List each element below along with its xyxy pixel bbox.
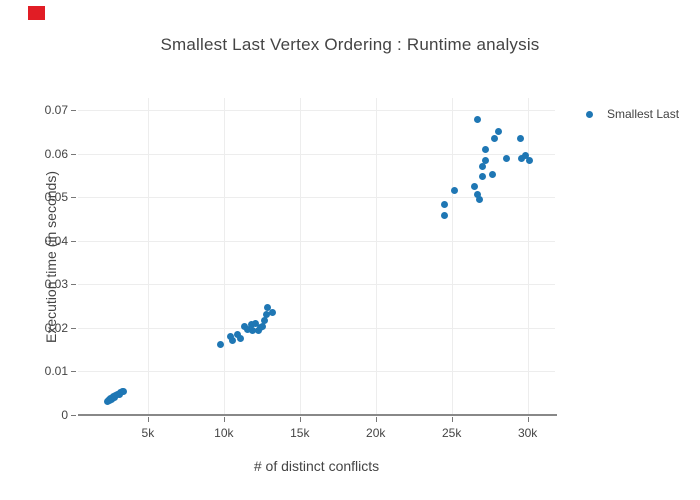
gridline-y <box>78 197 555 199</box>
y-tick <box>71 240 76 242</box>
y-tick <box>71 153 76 155</box>
x-tick-label: 5k <box>141 426 155 440</box>
y-tick-label: 0.06 <box>44 146 68 161</box>
y-tick-label: 0.07 <box>44 103 68 118</box>
x-tick-label: 25k <box>442 426 462 440</box>
gridline-x <box>375 98 377 415</box>
gridline-y <box>78 284 555 286</box>
data-point[interactable] <box>481 145 489 153</box>
legend-label: Smallest Last <box>607 107 680 121</box>
y-tick-label: 0.04 <box>44 233 68 248</box>
y-tick <box>71 371 76 373</box>
data-point[interactable] <box>502 154 510 162</box>
legend-item[interactable]: Smallest Last <box>586 106 679 122</box>
x-tick-label: 15k <box>290 426 310 440</box>
chart-title: Smallest Last Vertex Ordering : Runtime … <box>160 35 540 54</box>
data-point[interactable] <box>475 195 483 203</box>
data-point[interactable] <box>451 186 459 194</box>
gridline-x <box>451 98 453 415</box>
data-point[interactable] <box>249 327 257 335</box>
y-tick <box>71 327 76 329</box>
x-axis-line <box>78 414 557 416</box>
data-point[interactable] <box>495 127 503 135</box>
y-tick <box>71 415 76 416</box>
data-point[interactable] <box>521 151 529 159</box>
data-point[interactable] <box>490 134 498 142</box>
x-tick-label: 10k <box>214 426 234 440</box>
y-tick <box>71 110 76 112</box>
data-point[interactable] <box>247 321 255 329</box>
gridline-x <box>527 98 529 415</box>
data-point[interactable] <box>474 191 482 199</box>
y-tick-label: 0.01 <box>44 364 68 379</box>
data-point[interactable] <box>259 323 267 331</box>
y-tick <box>71 197 76 199</box>
data-point[interactable] <box>229 337 237 345</box>
y-tick-label: 0.02 <box>44 320 68 335</box>
gridline-x <box>147 98 149 415</box>
legend-marker-icon <box>586 110 593 118</box>
x-tick <box>451 417 453 422</box>
gridline-x <box>223 98 225 415</box>
data-point[interactable] <box>268 308 276 316</box>
gridline-y <box>78 240 555 242</box>
red-marker <box>28 6 45 20</box>
gridline-y <box>78 327 555 329</box>
data-point[interactable] <box>489 171 497 179</box>
y-tick-label: 0.05 <box>44 190 68 205</box>
data-point[interactable] <box>440 211 448 219</box>
data-point[interactable] <box>217 341 225 349</box>
gridline-y <box>78 153 555 155</box>
x-tick <box>299 417 301 422</box>
data-point[interactable] <box>252 319 260 327</box>
x-tick-label: 20k <box>366 426 386 440</box>
data-point[interactable] <box>470 183 478 191</box>
data-point[interactable] <box>120 387 128 395</box>
x-tick <box>375 417 377 422</box>
data-point[interactable] <box>525 156 533 164</box>
data-point[interactable] <box>478 173 486 181</box>
data-point[interactable] <box>481 156 489 164</box>
data-point[interactable] <box>237 334 245 342</box>
data-point[interactable] <box>474 115 482 123</box>
x-tick <box>147 417 149 422</box>
y-tick <box>71 284 76 286</box>
y-tick-label: 0.03 <box>44 277 68 292</box>
gridline-x <box>299 98 301 415</box>
x-tick <box>223 417 225 422</box>
gridline-y <box>78 371 555 373</box>
data-point[interactable] <box>440 201 448 209</box>
data-point[interactable] <box>262 310 270 318</box>
data-point[interactable] <box>227 333 235 341</box>
data-point[interactable] <box>243 325 251 333</box>
data-point[interactable] <box>478 163 486 171</box>
y-tick-label: 0 <box>61 408 68 422</box>
data-point[interactable] <box>264 304 272 312</box>
x-axis-title: # of distinct conflicts <box>253 458 380 474</box>
data-point[interactable] <box>261 316 269 324</box>
x-tick <box>527 417 529 422</box>
data-point[interactable] <box>516 135 524 143</box>
gridline-y <box>78 110 555 112</box>
data-point[interactable] <box>518 154 526 162</box>
x-tick-label: 30k <box>517 426 538 440</box>
plot-area[interactable]: 5k 10k 15k 20k 25k 30k 0 0.01 0.02 0.03 0.04 0.05 0.… <box>45 98 555 440</box>
